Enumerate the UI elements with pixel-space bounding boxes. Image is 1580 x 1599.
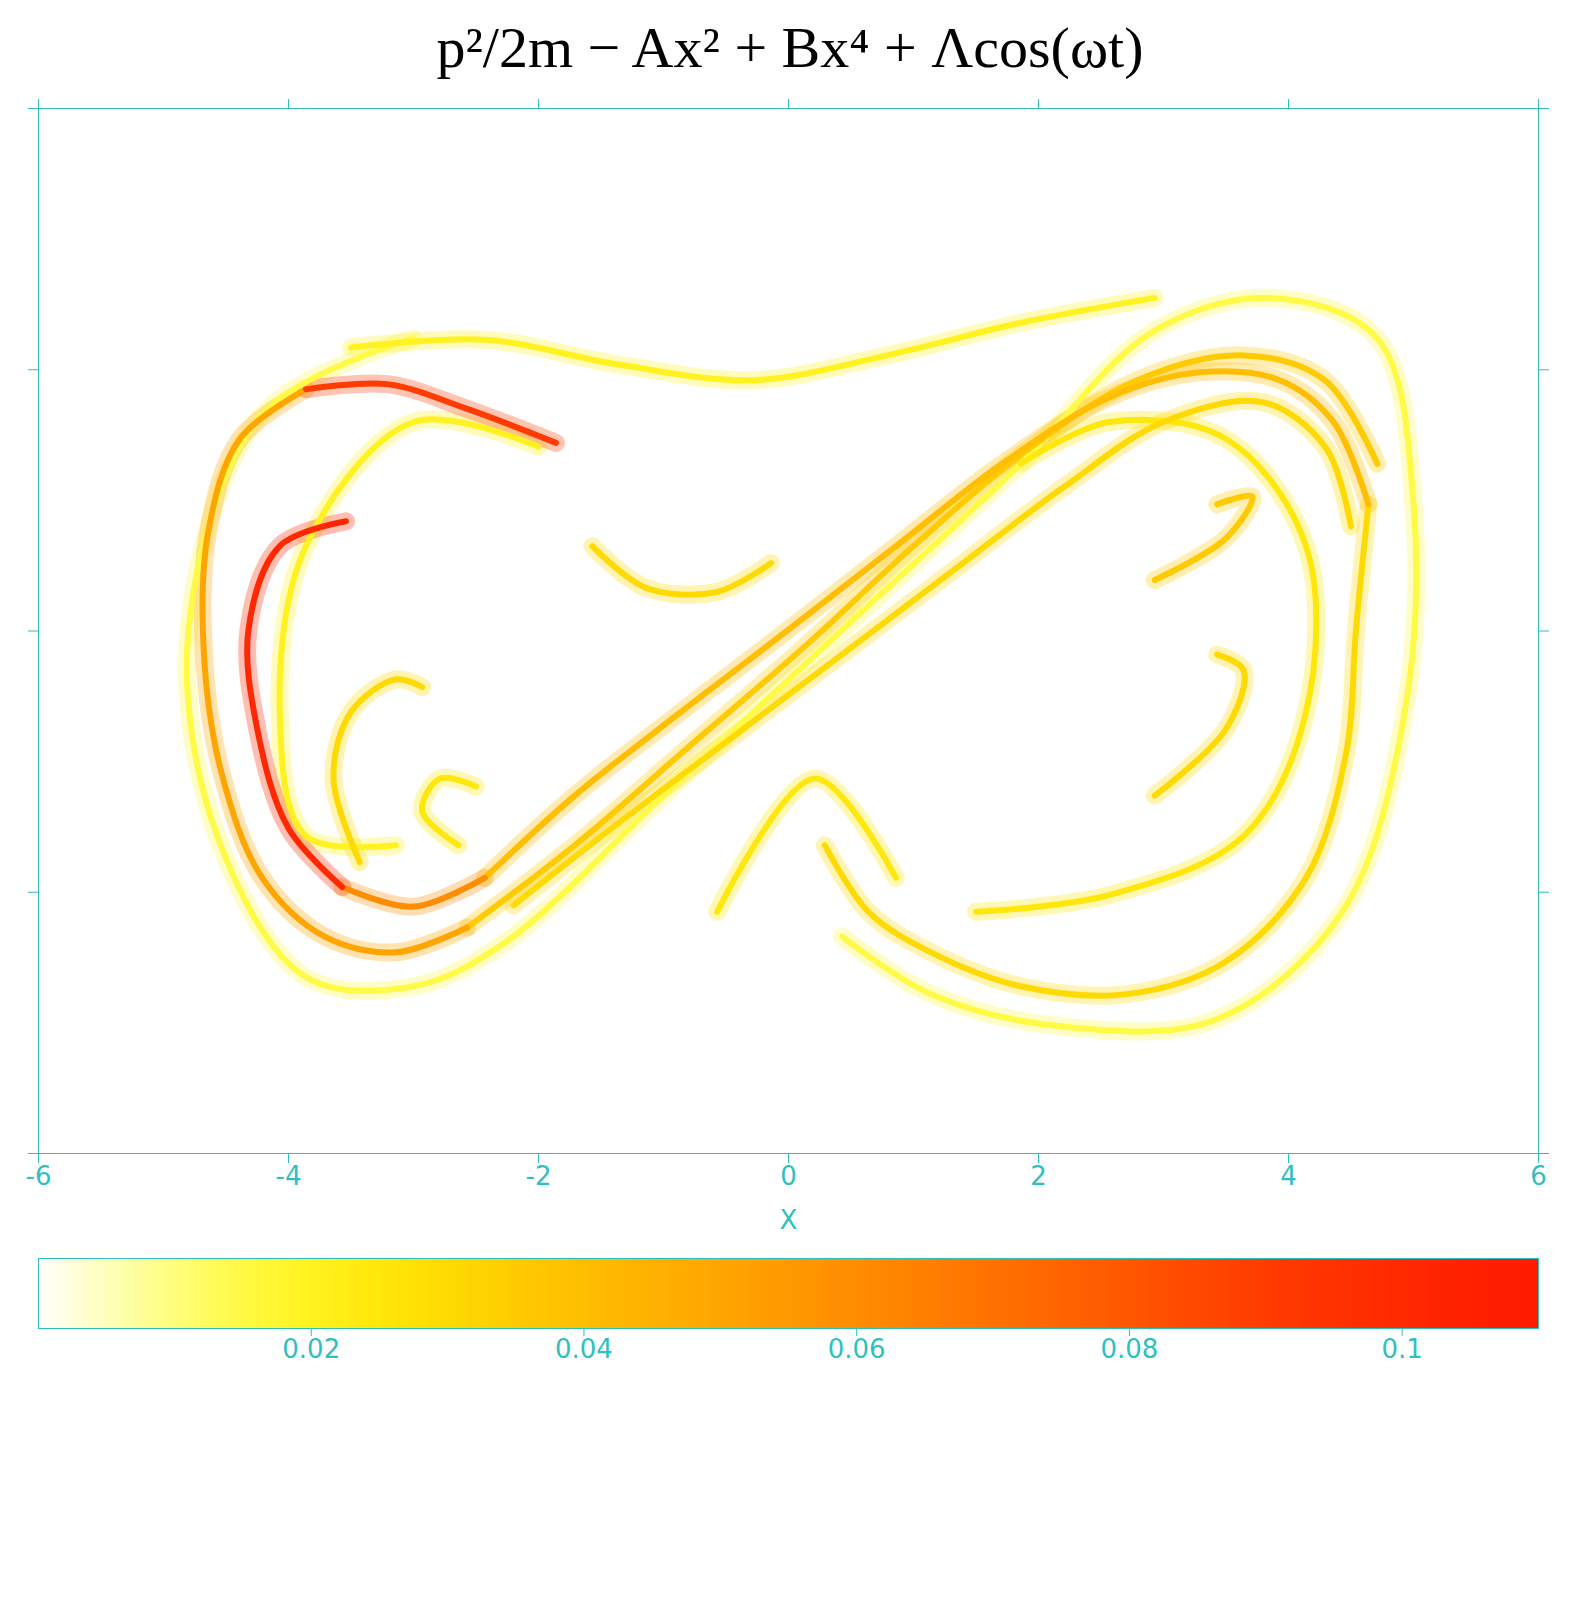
svg-text:4: 4 bbox=[1280, 1161, 1297, 1191]
svg-text:0.08: 0.08 bbox=[1100, 1334, 1158, 1364]
svg-text:-6: -6 bbox=[26, 1161, 52, 1191]
svg-text:2: 2 bbox=[1030, 1161, 1047, 1191]
svg-text:6: 6 bbox=[1530, 1161, 1547, 1191]
svg-text:0.06: 0.06 bbox=[828, 1334, 886, 1364]
svg-text:0.02: 0.02 bbox=[282, 1334, 340, 1364]
svg-text:0.04: 0.04 bbox=[555, 1334, 613, 1364]
svg-text:0: 0 bbox=[780, 1161, 797, 1191]
svg-text:-4: -4 bbox=[276, 1161, 302, 1191]
svg-text:-2: -2 bbox=[526, 1161, 552, 1191]
svg-text:X: X bbox=[780, 1205, 798, 1235]
svg-text:0.1: 0.1 bbox=[1381, 1334, 1422, 1364]
html-text:p²/2m − Ax² + Bx⁴ + Λcos(ωt): p²/2m − Ax² + Bx⁴ + Λcos(ωt) bbox=[436, 15, 1144, 80]
